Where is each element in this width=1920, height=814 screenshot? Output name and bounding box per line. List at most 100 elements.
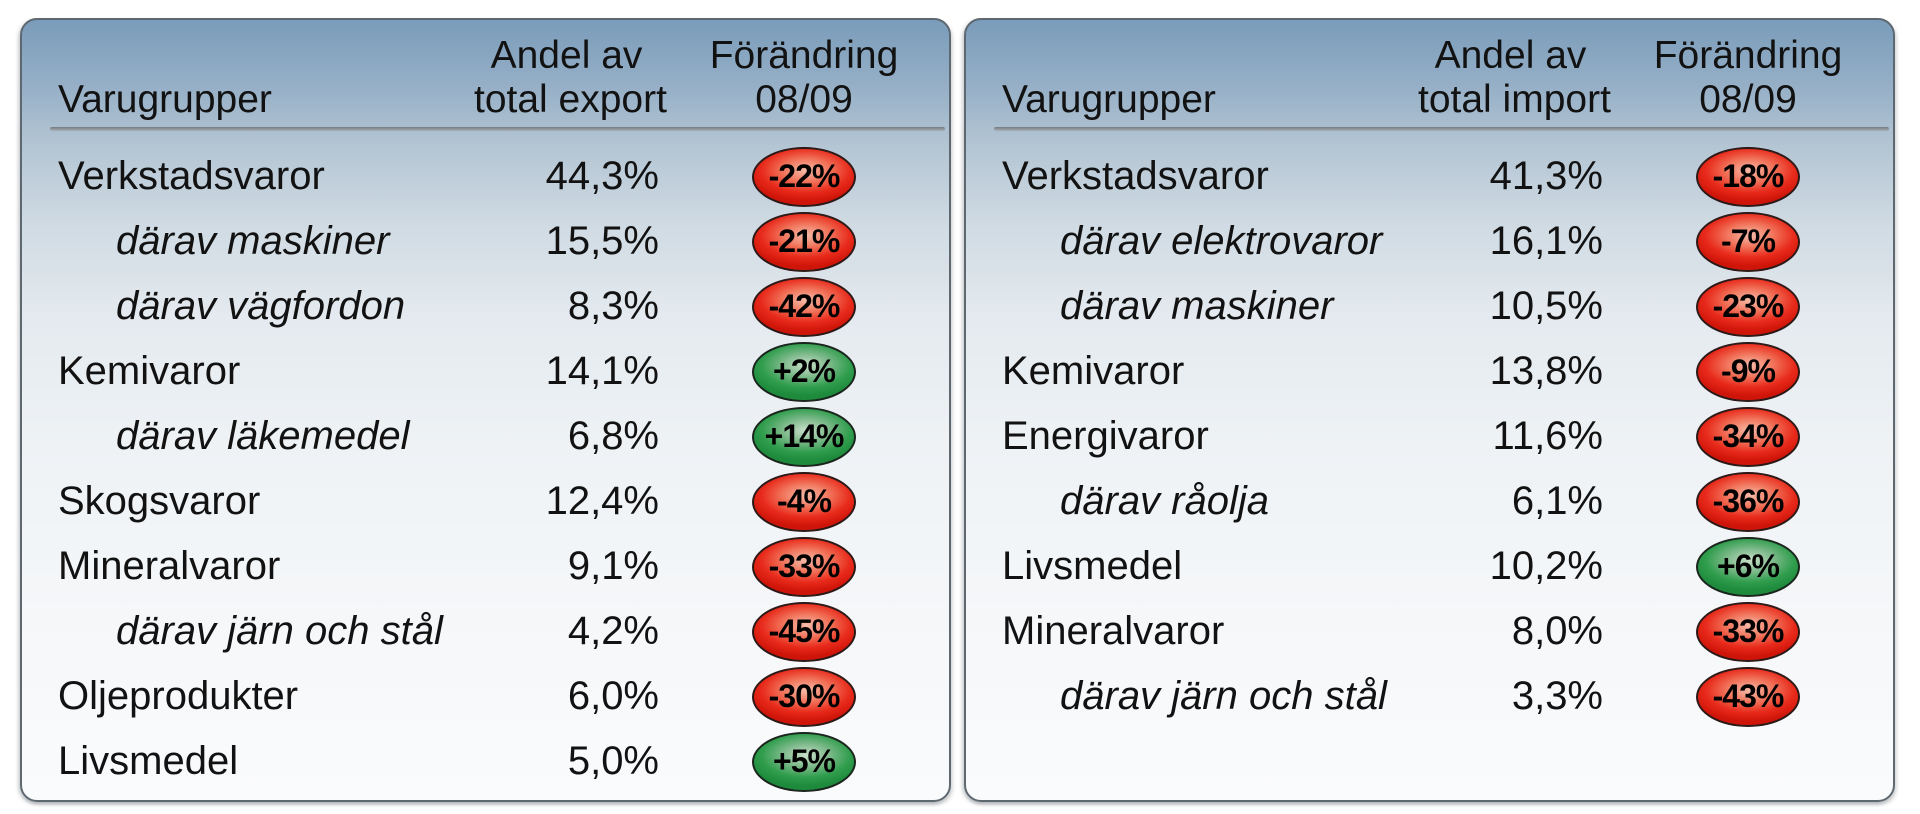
row-label: därav järn och stål (116, 609, 443, 653)
table-row: Livsmedel 10,2% +6% (966, 534, 1893, 599)
row-label: Verkstadsvaror (58, 154, 325, 198)
change-badge: -36% (1696, 471, 1800, 532)
badge-cell: -36% (1603, 471, 1893, 532)
table-row: därav elektrovaror 16,1% -7% (966, 209, 1893, 274)
change-badge: -21% (752, 211, 856, 272)
row-label: Livsmedel (58, 739, 239, 783)
row-label: Oljeprodukter (58, 674, 299, 718)
table-rows: Verkstadsvaror 44,3% -22% därav maskiner… (22, 144, 949, 794)
row-label: därav vägfordon (116, 284, 406, 328)
share-value: 5,0% (567, 739, 659, 783)
row-label: Kemivaror (1002, 349, 1185, 393)
change-badge: -23% (1696, 276, 1800, 337)
change-badge: -7% (1696, 211, 1800, 272)
row-label: Skogsvaror (58, 479, 261, 523)
table-row: Mineralvaror 8,0% -33% (966, 599, 1893, 664)
badge-cell: -22% (659, 146, 949, 207)
table-header: Varugrupper Andel av total export Föränd… (22, 20, 949, 122)
table-row: Verkstadsvaror 44,3% -22% (22, 144, 949, 209)
column-header-change-line2: 08/09 (1699, 78, 1797, 121)
table-row: Mineralvaror 9,1% -33% (22, 534, 949, 599)
row-label: därav läkemedel (116, 414, 410, 458)
table-header: Varugrupper Andel av total import Föränd… (966, 20, 1893, 122)
badge-cell: -21% (659, 211, 949, 272)
row-label: därav maskiner (116, 219, 390, 263)
change-badge: -4% (752, 471, 856, 532)
change-badge: +5% (752, 731, 856, 792)
column-header-share-line2: total export (474, 78, 667, 121)
column-header-varugrupper: Varugrupper (1002, 78, 1216, 121)
change-badge: -30% (752, 666, 856, 727)
badge-cell: +5% (659, 731, 949, 792)
badge-cell: -30% (659, 666, 949, 727)
share-value: 44,3% (545, 154, 659, 198)
table-row: därav vägfordon 8,3% -42% (22, 274, 949, 339)
share-value: 11,6% (1492, 414, 1603, 458)
share-value: 9,1% (567, 544, 659, 588)
share-value: 13,8% (1489, 349, 1603, 393)
column-header-change-line2: 08/09 (755, 78, 853, 121)
share-value: 4,2% (567, 609, 659, 653)
row-label: Energivaror (1002, 414, 1209, 458)
badge-cell: +6% (1603, 536, 1893, 597)
share-value: 12,4% (545, 479, 659, 523)
column-header-share-line1: Andel av (1434, 34, 1587, 77)
share-value: 8,0% (1511, 609, 1603, 653)
table-rows: Verkstadsvaror 41,3% -18% därav elektrov… (966, 144, 1893, 729)
change-badge: -33% (1696, 601, 1800, 662)
row-label: Kemivaror (58, 349, 241, 393)
export-table-panel: Varugrupper Andel av total export Föränd… (20, 18, 951, 802)
table-row: därav maskiner 15,5% -21% (22, 209, 949, 274)
table-row: därav järn och stål 4,2% -45% (22, 599, 949, 664)
table-row: därav järn och stål 3,3% -43% (966, 664, 1893, 729)
share-value: 41,3% (1489, 154, 1603, 198)
column-header-share: Andel av total export (474, 34, 667, 122)
share-value: 10,5% (1489, 284, 1603, 328)
table-row: Energivaror 11,6% -34% (966, 404, 1893, 469)
share-value: 10,2% (1489, 544, 1603, 588)
change-badge: +2% (752, 341, 856, 402)
share-value: 6,1% (1511, 479, 1603, 523)
table-row: Verkstadsvaror 41,3% -18% (966, 144, 1893, 209)
row-label: Mineralvaror (1002, 609, 1225, 653)
change-badge: +14% (752, 406, 856, 467)
badge-cell: +2% (659, 341, 949, 402)
row-label: Mineralvaror (58, 544, 281, 588)
change-badge: -22% (752, 146, 856, 207)
table-row: Kemivaror 13,8% -9% (966, 339, 1893, 404)
share-value: 3,3% (1511, 674, 1603, 718)
badge-cell: -42% (659, 276, 949, 337)
header-underline (994, 127, 1889, 131)
badge-cell: -43% (1603, 666, 1893, 727)
share-value: 15,5% (545, 219, 659, 263)
share-value: 6,8% (567, 414, 659, 458)
row-label: därav elektrovaror (1060, 219, 1383, 263)
change-badge: -43% (1696, 666, 1800, 727)
badge-cell: -23% (1603, 276, 1893, 337)
table-row: därav maskiner 10,5% -23% (966, 274, 1893, 339)
row-label: därav maskiner (1060, 284, 1334, 328)
column-header-share-line2: total import (1418, 78, 1611, 121)
badge-cell: -18% (1603, 146, 1893, 207)
change-badge: -42% (752, 276, 856, 337)
column-header-change: Förändring 08/09 (1603, 34, 1893, 122)
column-header-change-line1: Förändring (1653, 34, 1843, 77)
badge-cell: -45% (659, 601, 949, 662)
badge-cell: -34% (1603, 406, 1893, 467)
change-badge: -45% (752, 601, 856, 662)
import-table-panel: Varugrupper Andel av total import Föränd… (964, 18, 1895, 802)
table-row: därav läkemedel 6,8% +14% (22, 404, 949, 469)
badge-cell: -33% (1603, 601, 1893, 662)
share-value: 6,0% (567, 674, 659, 718)
table-row: Oljeprodukter 6,0% -30% (22, 664, 949, 729)
badge-cell: -4% (659, 471, 949, 532)
column-header-change-line1: Förändring (709, 34, 899, 77)
badge-cell: +14% (659, 406, 949, 467)
row-label: därav järn och stål (1060, 674, 1387, 718)
share-value: 16,1% (1489, 219, 1603, 263)
table-row: Skogsvaror 12,4% -4% (22, 469, 949, 534)
change-badge: +6% (1696, 536, 1800, 597)
change-badge: -9% (1696, 341, 1800, 402)
share-value: 14,1% (545, 349, 659, 393)
